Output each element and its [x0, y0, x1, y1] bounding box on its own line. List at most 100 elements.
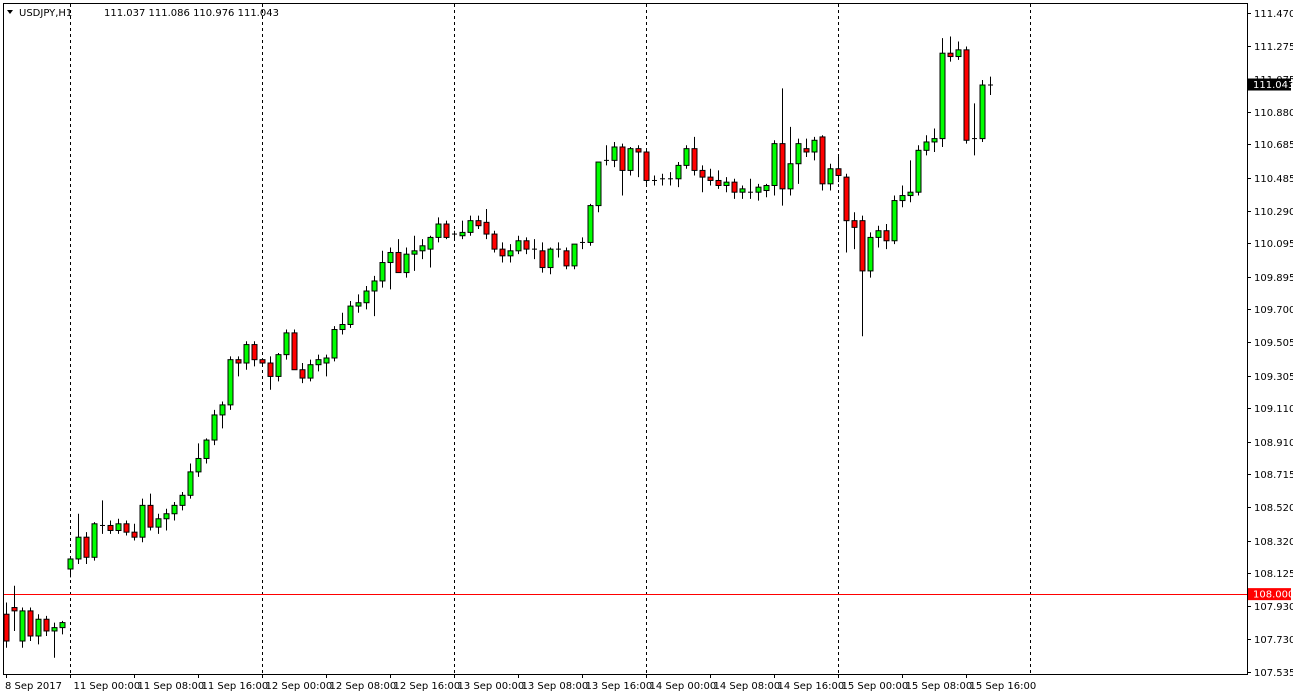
- candle-body-bull: [171, 504, 178, 515]
- candle-body-bull: [211, 414, 218, 441]
- candle: [403, 247, 410, 278]
- candle: [811, 136, 818, 161]
- candle-body-bear: [43, 618, 50, 632]
- candle-body-bull: [35, 618, 42, 637]
- candle-body-bear: [523, 240, 530, 250]
- candle-body-bull: [411, 250, 418, 255]
- candle-body-bear: [491, 233, 498, 250]
- candle-body-bear: [539, 250, 546, 269]
- candle: [315, 354, 322, 372]
- price-tick-label: 108.715: [1254, 470, 1293, 481]
- candle: [411, 235, 418, 271]
- candle-body-bull: [571, 243, 578, 267]
- candle: [283, 329, 290, 360]
- candle: [523, 237, 530, 255]
- candle-body-bull: [587, 205, 594, 243]
- price-tick-label: 109.895: [1254, 273, 1293, 284]
- candle: [779, 88, 786, 206]
- candle-body-bull: [387, 251, 394, 264]
- candle-body-bull: [459, 231, 466, 237]
- candle: [91, 522, 98, 561]
- candle-body-bull: [51, 627, 58, 632]
- candle-body-bull: [275, 354, 282, 377]
- candle: [467, 215, 474, 236]
- candle-body-bull: [155, 518, 162, 528]
- candle: [203, 438, 210, 464]
- candle: [155, 513, 162, 534]
- candle-body-bear: [395, 251, 402, 274]
- candle: [819, 135, 826, 191]
- candle: [755, 183, 762, 201]
- candle: [763, 183, 770, 198]
- candle: [379, 250, 386, 288]
- candle: [291, 329, 298, 371]
- candle: [491, 230, 498, 253]
- candle: [683, 145, 690, 169]
- candle: [67, 557, 74, 578]
- candle-body-bear: [635, 148, 642, 153]
- candle-body-bull: [379, 262, 386, 282]
- time-tick-label: 11 Sep 16:00: [202, 681, 269, 692]
- chart-header[interactable]: USDJPY,H1 111.037 111.086 110.976 111.04…: [7, 8, 279, 19]
- candle-body-bull: [283, 332, 290, 356]
- candle: [100, 500, 105, 534]
- candle-body-bull: [203, 439, 210, 459]
- candle: [171, 502, 178, 521]
- candle-body-bull: [163, 513, 170, 520]
- candle-body-bull: [891, 200, 898, 242]
- time-tick-label: 12 Sep 16:00: [394, 681, 461, 692]
- candle-body-bull: [467, 220, 474, 233]
- candle-body-bear: [619, 146, 626, 171]
- candle: [931, 128, 938, 153]
- candle: [748, 178, 753, 199]
- candle-body-bull: [763, 184, 770, 192]
- candle-body-bear: [499, 248, 506, 257]
- candle: [652, 175, 657, 186]
- price-tick-label: 110.290: [1254, 207, 1293, 218]
- candle: [675, 162, 682, 188]
- price-tick-label: 109.505: [1254, 338, 1293, 349]
- candle-body-bear: [859, 220, 866, 272]
- candle-body-bull: [611, 146, 618, 161]
- candle-body-bull: [683, 148, 690, 166]
- candle: [787, 126, 794, 196]
- candle: [556, 242, 561, 258]
- candle-body-bull: [435, 223, 442, 238]
- candle-body-bull: [331, 329, 338, 359]
- price-tick-label: 108.125: [1254, 569, 1293, 580]
- candle-body-bear: [3, 613, 10, 642]
- candle: [51, 622, 58, 658]
- price-tick-label: 107.535: [1254, 668, 1293, 679]
- candle: [515, 235, 522, 255]
- candle-body-bear: [251, 344, 258, 361]
- candle-body-bull: [795, 143, 802, 165]
- candle-body-bear: [267, 362, 274, 377]
- candle-body-bull: [355, 302, 362, 307]
- candle: [955, 41, 962, 60]
- price-axis: 111.470111.275111.075110.880110.685110.4…: [1247, 9, 1293, 679]
- candle-body-bear: [699, 169, 706, 178]
- candle-body-bull: [955, 49, 962, 58]
- level-price-label: 108.000: [1253, 590, 1293, 601]
- dropdown-triangle-icon[interactable]: [7, 10, 13, 14]
- candle: [147, 493, 154, 531]
- candle-body-bull: [195, 457, 202, 473]
- candle-body-bull: [547, 248, 554, 269]
- candle-body-bear: [291, 332, 298, 371]
- candle-body-bull: [371, 280, 378, 292]
- candle-body-bull: [979, 84, 986, 140]
- candle: [355, 294, 362, 313]
- candle: [595, 161, 602, 213]
- candle: [739, 185, 746, 199]
- candle: [163, 508, 170, 531]
- candle-body-bull: [787, 163, 794, 190]
- candle-body-bull: [403, 253, 410, 274]
- price-tick-label: 108.520: [1254, 503, 1293, 514]
- candle-body-bull: [75, 536, 82, 560]
- time-tick-label: 12 Sep 00:00: [266, 681, 333, 692]
- candle-body-bear: [475, 220, 482, 227]
- candle-body-bull: [931, 138, 938, 143]
- candle-body-bull: [875, 230, 882, 238]
- candle-body-bear: [107, 524, 114, 531]
